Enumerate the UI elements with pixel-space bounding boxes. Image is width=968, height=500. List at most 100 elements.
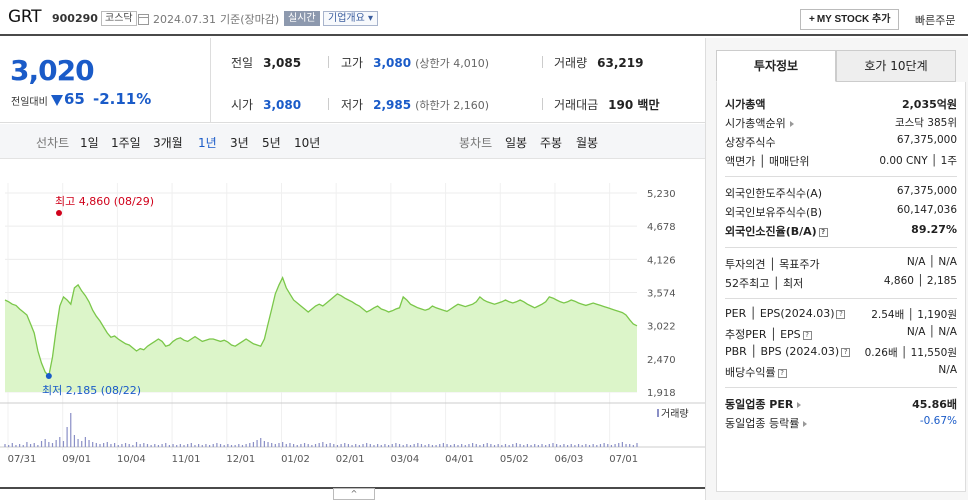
- y-tick-label: 3,022: [647, 322, 676, 333]
- stat-prev-close: 전일 3,085: [231, 56, 302, 70]
- basis-text: 기준(장마감): [219, 13, 280, 26]
- volume-bar: [124, 443, 127, 447]
- volume-bar: [278, 443, 280, 447]
- company-info-dropdown[interactable]: 기업개요 ▾: [323, 11, 379, 26]
- volume-bar: [300, 444, 302, 447]
- volume-bar: [44, 439, 46, 447]
- volume-bar: [212, 444, 214, 447]
- tab-3m[interactable]: 3개월: [153, 136, 183, 150]
- panel-row: 시가총액순위 코스닥 385위: [725, 115, 957, 133]
- chart-collapse-button[interactable]: ^: [333, 488, 375, 500]
- volume-bar: [179, 444, 181, 447]
- volume-bar: [40, 441, 43, 447]
- volume-bar: [260, 438, 262, 447]
- tab-monthly[interactable]: 월봉: [576, 136, 599, 150]
- volume-bar: [73, 435, 76, 447]
- volume-bar: [563, 444, 565, 447]
- date-text: 2024.07.31: [153, 12, 216, 26]
- volume-bar: [380, 445, 382, 447]
- chevron-right-icon[interactable]: [789, 121, 794, 127]
- volume-bar: [588, 445, 591, 447]
- volume-bar: [574, 445, 576, 447]
- panel-row: PER │ EPS(2024.03)? 2.54배 │ 1,190원: [725, 307, 957, 325]
- volume-bar: [37, 445, 39, 447]
- volume-bar: [461, 444, 463, 447]
- volume-bar: [176, 445, 178, 447]
- volume-bar: [282, 442, 284, 447]
- volume-bar: [227, 444, 229, 447]
- volume-bar: [621, 442, 623, 447]
- tab-order-book[interactable]: 호가 10단계: [836, 50, 956, 82]
- tab-10y[interactable]: 10년: [294, 136, 321, 150]
- tab-3y[interactable]: 3년: [230, 136, 249, 150]
- tab-weekly[interactable]: 주봉: [540, 136, 563, 150]
- price-chart-svg: 5,230 4,678 4,126 3,574 3,022 2,470 1,918 07/31…: [0, 183, 705, 465]
- volume-bar: [585, 444, 587, 447]
- panel-row-label: 시가총액순위: [725, 115, 794, 131]
- volume-bar: [296, 445, 298, 447]
- price-chart[interactable]: 5,230 4,678 4,126 3,574 3,022 2,470 1,918 07/31…: [0, 160, 705, 490]
- panel-row-value: 89.27%: [911, 223, 957, 236]
- volume-bar: [486, 443, 488, 447]
- volume-bar: [48, 442, 50, 447]
- volume-bar: [165, 443, 167, 447]
- volume-bar: [377, 444, 379, 447]
- volume-bar: [384, 444, 386, 447]
- panel-row: 액면가 │ 매매단위 0.00 CNY │ 1주: [725, 153, 957, 171]
- volume-bar: [29, 444, 32, 447]
- volume-bar: [143, 443, 145, 447]
- panel-row-label: PBR │ BPS (2024.03)?: [725, 345, 851, 358]
- panel-row: 외국인보유주식수(B) 60,147,036: [725, 204, 957, 222]
- quick-order-button[interactable]: 빠른주문: [915, 14, 956, 27]
- volume-bar: [106, 442, 108, 447]
- volume-bar: [340, 444, 342, 447]
- plus-icon: +: [809, 14, 815, 25]
- panel-row-label: 52주최고 │ 최저: [725, 277, 804, 290]
- volume-bar: [387, 445, 390, 447]
- volume-bar: [599, 444, 602, 447]
- panel-row-value: N/A │ N/A: [906, 256, 957, 268]
- panel-row-label: 배당수익률?: [725, 364, 787, 380]
- chevron-right-icon[interactable]: [803, 421, 808, 427]
- volume-bar: [66, 427, 68, 447]
- help-icon[interactable]: ?: [836, 309, 846, 319]
- volume-bar: [154, 444, 156, 447]
- mystock-add-button[interactable]: + MY STOCK 추가: [800, 9, 900, 30]
- volume-bar: [110, 444, 112, 447]
- volume-bar: [252, 442, 255, 447]
- panel-row-label: 추정PER │ EPS?: [725, 326, 812, 342]
- tab-1d[interactable]: 1일: [80, 136, 99, 150]
- tab-1y[interactable]: 1년: [198, 136, 217, 150]
- volume-bar: [95, 443, 97, 447]
- volume-bar: [62, 441, 65, 447]
- volume-bar: [409, 445, 412, 447]
- tab-investment-info[interactable]: 투자정보: [716, 50, 836, 82]
- volume-bar: [274, 444, 276, 447]
- volume-bar: [187, 444, 189, 447]
- volume-bar: [333, 444, 335, 447]
- help-icon[interactable]: ?: [818, 227, 828, 237]
- volume-bar: [541, 444, 543, 447]
- volume-bar: [355, 444, 357, 447]
- x-tick-label: 11/01: [172, 454, 201, 465]
- tab-daily[interactable]: 일봉: [505, 136, 528, 150]
- change-label: 전일대비: [11, 97, 48, 108]
- volume-bar: [22, 445, 24, 447]
- realtime-badge[interactable]: 실시간: [284, 11, 320, 26]
- volume-bar: [59, 437, 61, 447]
- help-icon[interactable]: ?: [841, 347, 851, 357]
- volume-bar: [241, 445, 244, 447]
- x-tick-label: 04/01: [445, 454, 474, 465]
- volume-bar: [113, 443, 116, 447]
- tab-5y[interactable]: 5년: [262, 136, 281, 150]
- tab-1w[interactable]: 1주일: [111, 136, 141, 150]
- panel-row-value: 0.26배 │ 11,550원: [864, 347, 957, 359]
- help-icon[interactable]: ?: [777, 368, 787, 378]
- x-tick-label: 07/31: [8, 454, 37, 465]
- line-chart-label: 선차트: [36, 136, 70, 150]
- help-icon[interactable]: ?: [802, 330, 812, 340]
- volume-bar: [245, 444, 247, 447]
- chevron-right-icon[interactable]: [797, 402, 802, 408]
- volume-bar: [629, 444, 631, 447]
- stat-low: 저가 2,985 (하한가 2,160): [341, 98, 489, 112]
